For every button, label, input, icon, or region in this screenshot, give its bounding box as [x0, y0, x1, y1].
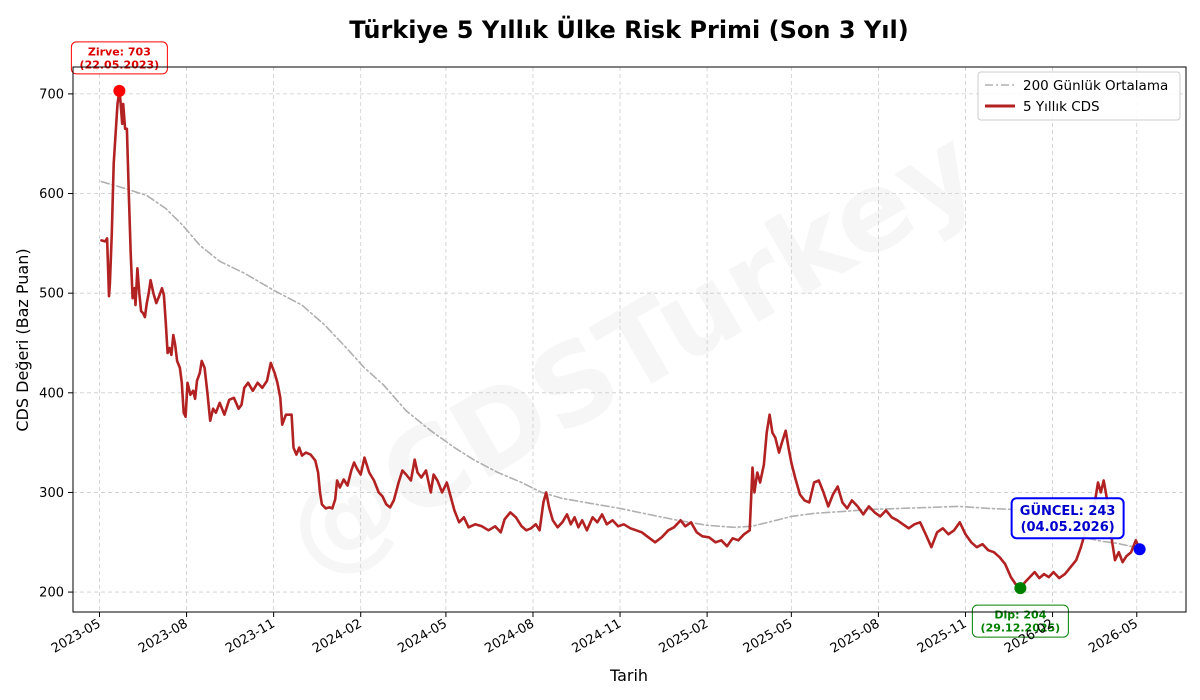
legend-label-cds: 5 Yıllık CDS — [1023, 99, 1100, 115]
y-axis-title: CDS Değeri (Baz Puan) — [13, 248, 32, 431]
trough-label-box — [971, 604, 1069, 638]
x-tick-label: 2025-05 — [741, 616, 796, 656]
chart-title: Türkiye 5 Yıllık Ülke Risk Primi (Son 3 … — [349, 14, 908, 44]
x-tick-label: 2024-02 — [310, 616, 365, 656]
moving-average-line — [100, 180, 1141, 549]
current-label-box — [1010, 497, 1125, 540]
x-tick-label: 2024-05 — [395, 616, 450, 656]
trough-marker — [1014, 582, 1027, 595]
annotation-layer: Zirve: 703(22.05.2023) Dip: 204(29.12.202… — [70, 41, 1146, 638]
y-tick-label: 700 — [39, 87, 64, 102]
x-tick-label: 2023-11 — [223, 616, 278, 656]
x-tick-label: 2025-08 — [828, 616, 883, 656]
y-tick-label: 300 — [39, 486, 64, 501]
peak-label-line1: Zirve: 703 — [88, 45, 151, 58]
series-layer — [100, 89, 1141, 590]
current-label-line2: (04.05.2026) — [1021, 520, 1115, 535]
x-tick-label: 2023-08 — [136, 616, 191, 656]
legend-label-ma: 200 Günlük Ortalama — [1023, 78, 1168, 94]
y-tick-label: 400 — [39, 386, 64, 401]
plot-frame — [72, 66, 1187, 613]
watermark: @CDSTurkey — [264, 103, 998, 600]
cds-line — [100, 89, 1141, 590]
x-tick-label: 2023-05 — [49, 616, 104, 656]
legend-box — [977, 71, 1181, 121]
x-axis-title: Tarih — [609, 666, 648, 685]
x-tick-label: 2026-05 — [1086, 616, 1141, 656]
current-label-line1: GÜNCEL: 243 — [1020, 503, 1116, 519]
trough-label-line1: Dip: 204 — [994, 608, 1046, 621]
y-tick-label: 200 — [39, 586, 64, 601]
peak-label-box — [70, 41, 168, 75]
x-tick-label: 2025-02 — [657, 616, 712, 656]
legend: 200 Günlük Ortalama 5 Yıllık CDS — [977, 71, 1181, 121]
peak-marker — [113, 84, 126, 97]
y-tick-label: 500 — [39, 287, 64, 302]
peak-label-line2: (22.05.2023) — [80, 58, 160, 71]
grid-layer — [73, 67, 1186, 612]
x-tick-label: 2024-11 — [569, 616, 624, 656]
y-tick-label: 600 — [39, 187, 64, 202]
trough-label-line2: (29.12.2025) — [981, 621, 1061, 634]
x-tick-label: 2024-08 — [482, 616, 537, 656]
current-marker — [1133, 543, 1146, 556]
x-tick-label: 2025-11 — [915, 616, 970, 656]
